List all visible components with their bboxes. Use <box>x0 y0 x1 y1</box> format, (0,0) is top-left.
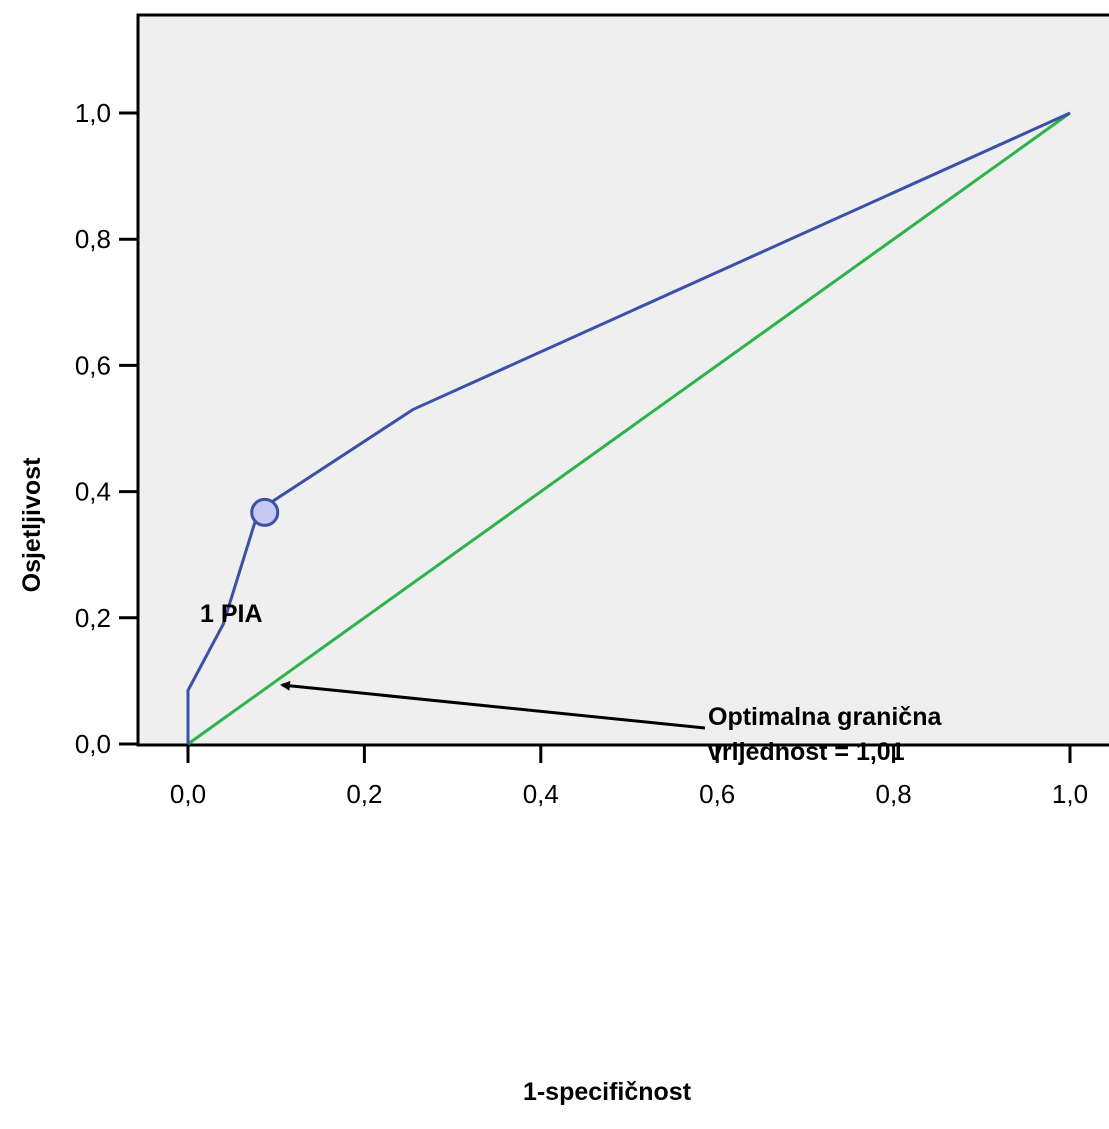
x-tick-label: 0,4 <box>523 779 559 809</box>
x-tick-label: 0,6 <box>699 779 735 809</box>
plot-area <box>138 15 1109 745</box>
y-tick-label: 0,2 <box>75 603 111 633</box>
x-axis-ticks: 0,0 0,2 0,4 0,6 0,8 1,0 <box>170 745 1088 809</box>
x-tick-label: 0,8 <box>876 779 912 809</box>
y-axis-title: Osjetljivost <box>18 457 46 592</box>
y-tick-label: 0,0 <box>75 729 111 759</box>
x-axis-title: 1-specifičnost <box>523 1078 692 1106</box>
x-tick-label: 1,0 <box>1052 779 1088 809</box>
y-tick-label: 1,0 <box>75 98 111 128</box>
x-tick-label: 0,0 <box>170 779 206 809</box>
x-tick-label: 0,2 <box>346 779 382 809</box>
point-label: 1 PIA <box>200 600 263 628</box>
cutoff-annotation-line2: vrijednost = 1,01 <box>708 738 905 766</box>
y-tick-label: 0,4 <box>75 477 111 507</box>
cutoff-annotation-line1: Optimalna granična <box>708 703 942 731</box>
optimal-cutoff-point <box>252 499 278 525</box>
y-tick-label: 0,6 <box>75 350 111 380</box>
y-tick-label: 0,8 <box>75 224 111 254</box>
y-axis-ticks: 0,0 0,2 0,4 0,6 0,8 1,0 <box>75 98 138 759</box>
